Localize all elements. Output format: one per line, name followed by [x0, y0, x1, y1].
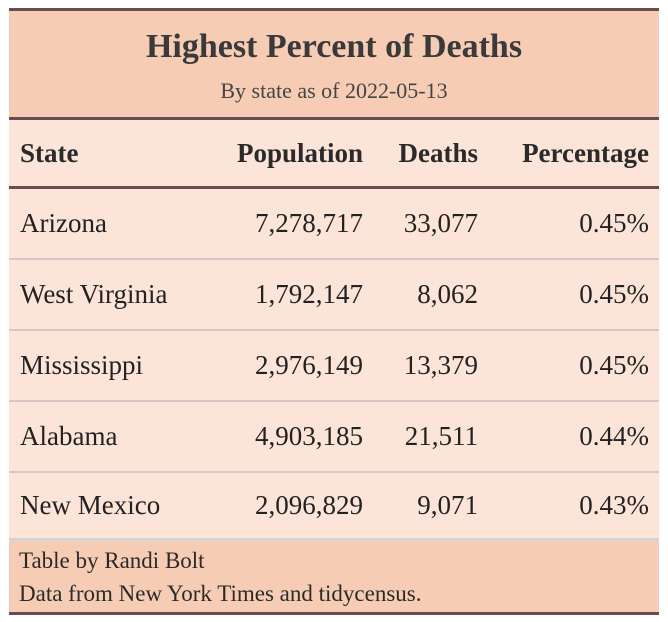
table-title: Highest Percent of Deaths	[145, 28, 523, 65]
column-header-row: State Population Deaths Percentage	[9, 117, 659, 189]
state-cell: New Mexico	[20, 490, 161, 520]
percentage-cell: 0.43%	[579, 490, 649, 520]
table-row: Alabama 4,903,185 21,511 0.44%	[9, 402, 659, 473]
table-row: Mississippi 2,976,149 13,379 0.45%	[9, 331, 659, 402]
population-cell: 7,278,717	[255, 208, 363, 238]
percentage-cell: 0.45%	[579, 350, 649, 380]
percentage-cell: 0.45%	[579, 208, 649, 238]
column-header-state: State	[20, 137, 79, 168]
table-row: Arizona 7,278,717 33,077 0.45%	[9, 189, 659, 260]
column-header-deaths: Deaths	[398, 137, 479, 168]
table-header: Highest Percent of Deaths By state as of…	[9, 11, 659, 117]
table-footer: Table by Randi Bolt Data from New York T…	[9, 538, 659, 612]
deaths-cell: 33,077	[403, 208, 478, 238]
population-cell: 2,976,149	[255, 350, 363, 380]
percentage-cell: 0.44%	[579, 421, 649, 451]
deaths-cell: 8,062	[417, 279, 478, 309]
column-header-percentage: Percentage	[522, 137, 649, 168]
population-cell: 2,096,829	[255, 490, 363, 520]
footnote-author: Table by Randi Bolt	[19, 548, 205, 573]
table-row: New Mexico 2,096,829 9,071 0.43%	[9, 473, 659, 538]
deaths-cell: 9,071	[417, 490, 478, 520]
state-cell: Arizona	[20, 208, 107, 238]
deaths-table: Highest Percent of Deaths By state as of…	[9, 8, 659, 615]
population-cell: 4,903,185	[255, 421, 363, 451]
state-cell: Alabama	[20, 421, 118, 451]
footnote-source: Data from New York Times and tidycensus.	[19, 581, 422, 606]
deaths-cell: 13,379	[403, 350, 478, 380]
population-cell: 1,792,147	[255, 279, 363, 309]
table-row: West Virginia 1,792,147 8,062 0.45%	[9, 260, 659, 331]
state-cell: Mississippi	[20, 350, 144, 380]
column-header-population: Population	[236, 137, 363, 168]
table-subtitle: By state as of 2022-05-13	[220, 78, 448, 103]
deaths-cell: 21,511	[404, 421, 478, 451]
percentage-cell: 0.45%	[579, 279, 649, 309]
state-cell: West Virginia	[20, 279, 168, 309]
